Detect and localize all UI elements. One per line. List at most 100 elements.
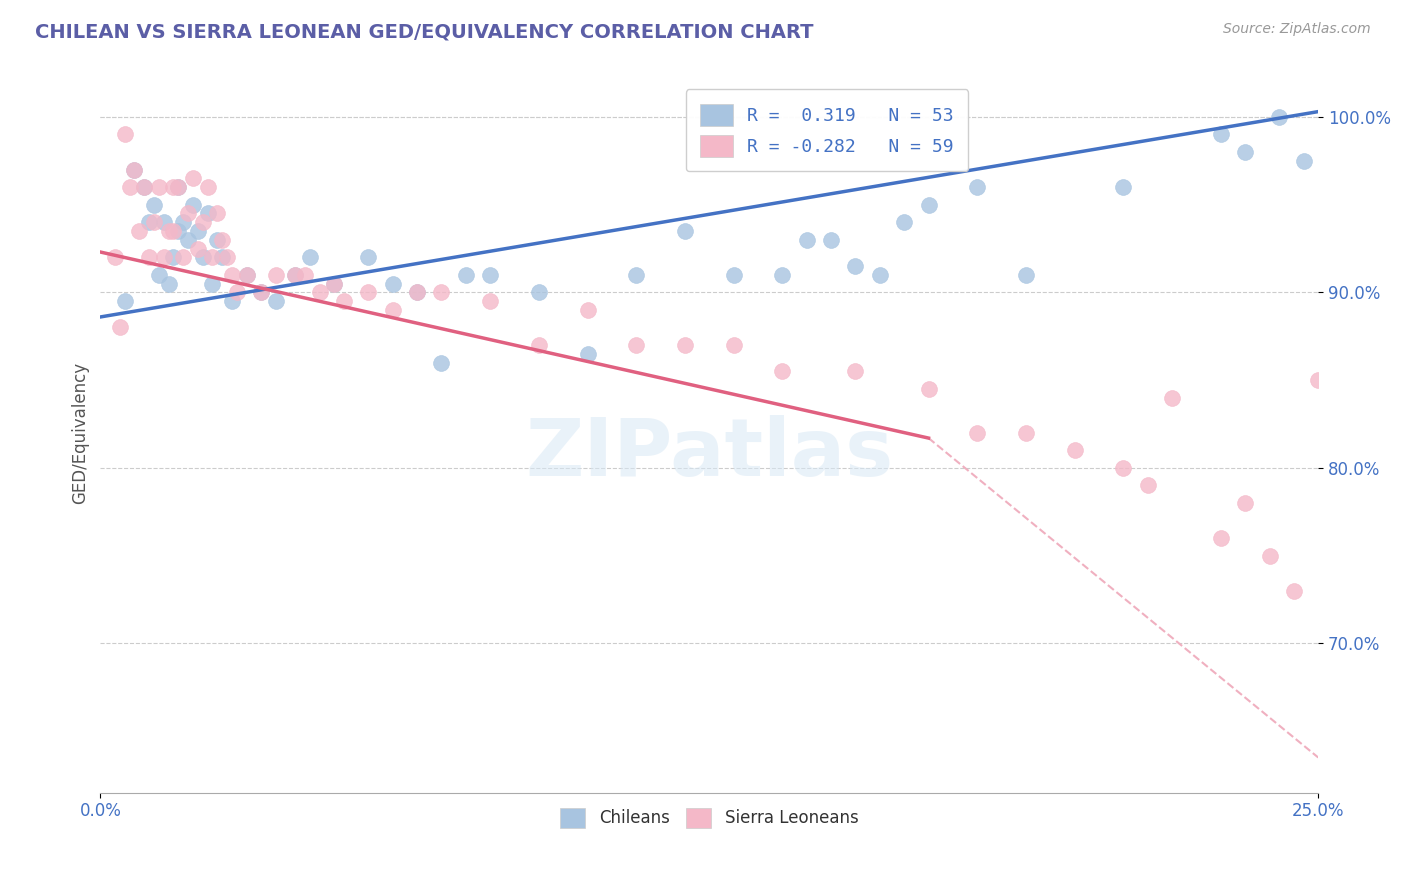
Point [1063, 443, 1085, 458]
Point [142, 215, 165, 229]
Point [527, 285, 550, 300]
Point [770, 364, 793, 378]
Point [323, 277, 346, 291]
Point [215, 250, 238, 264]
Legend: Chileans, Sierra Leoneans: Chileans, Sierra Leoneans [554, 801, 865, 835]
Point [626, 338, 648, 352]
Point [207, 233, 229, 247]
Point [235, 268, 257, 282]
Point [820, 233, 842, 247]
Point [191, 215, 214, 229]
Point [138, 215, 160, 229]
Point [128, 224, 150, 238]
Point [381, 277, 404, 291]
Point [966, 180, 988, 194]
Point [869, 268, 891, 282]
Text: ZIPatlas: ZIPatlas [526, 416, 893, 493]
Point [1136, 478, 1159, 492]
Point [576, 347, 599, 361]
Point [298, 250, 321, 264]
Point [1161, 391, 1184, 405]
Point [1282, 583, 1305, 598]
Point [207, 206, 229, 220]
Point [723, 268, 745, 282]
Point [142, 197, 165, 211]
Point [211, 233, 233, 247]
Point [893, 215, 915, 229]
Point [250, 285, 273, 300]
Point [1015, 268, 1038, 282]
Point [152, 250, 174, 264]
Point [844, 364, 866, 378]
Point [118, 180, 141, 194]
Point [430, 356, 453, 370]
Point [673, 224, 696, 238]
Point [124, 162, 146, 177]
Point [406, 285, 429, 300]
Point [187, 242, 209, 256]
Point [181, 197, 204, 211]
Point [917, 382, 939, 396]
Point [221, 268, 243, 282]
Point [770, 268, 793, 282]
Point [211, 250, 233, 264]
Text: Source: ZipAtlas.com: Source: ZipAtlas.com [1223, 22, 1371, 37]
Point [167, 180, 190, 194]
Point [1209, 531, 1232, 545]
Point [284, 268, 307, 282]
Point [357, 250, 380, 264]
Text: CHILEAN VS SIERRA LEONEAN GED/EQUIVALENCY CORRELATION CHART: CHILEAN VS SIERRA LEONEAN GED/EQUIVALENC… [35, 22, 814, 41]
Point [124, 162, 146, 177]
Point [134, 180, 156, 194]
Point [162, 224, 184, 238]
Point [1234, 145, 1257, 159]
Point [177, 206, 200, 220]
Point [454, 268, 477, 282]
Point [430, 285, 453, 300]
Point [357, 285, 380, 300]
Point [323, 277, 346, 291]
Point [157, 224, 180, 238]
Point [162, 180, 184, 194]
Point [294, 268, 316, 282]
Point [197, 180, 219, 194]
Point [1292, 153, 1315, 168]
Point [177, 233, 200, 247]
Point [172, 250, 194, 264]
Point [148, 180, 170, 194]
Point [235, 268, 257, 282]
Point [479, 294, 502, 309]
Point [1234, 496, 1257, 510]
Point [114, 128, 136, 142]
Point [673, 338, 696, 352]
Point [167, 180, 190, 194]
Point [576, 302, 599, 317]
Point [191, 250, 214, 264]
Point [527, 338, 550, 352]
Point [626, 268, 648, 282]
Point [1015, 425, 1038, 440]
Point [138, 250, 160, 264]
Point [197, 206, 219, 220]
Point [1209, 128, 1232, 142]
Point [1308, 373, 1330, 387]
Point [114, 294, 136, 309]
Point [333, 294, 356, 309]
Point [148, 268, 170, 282]
Point [162, 250, 184, 264]
Point [104, 250, 127, 264]
Point [406, 285, 429, 300]
Point [308, 285, 330, 300]
Point [181, 171, 204, 186]
Point [844, 259, 866, 273]
Point [201, 277, 224, 291]
Point [250, 285, 273, 300]
Point [1258, 549, 1281, 563]
Point [966, 425, 988, 440]
Point [723, 338, 745, 352]
Y-axis label: GED/Equivalency: GED/Equivalency [72, 362, 89, 504]
Point [225, 285, 247, 300]
Point [917, 197, 939, 211]
Point [1317, 92, 1340, 106]
Point [152, 215, 174, 229]
